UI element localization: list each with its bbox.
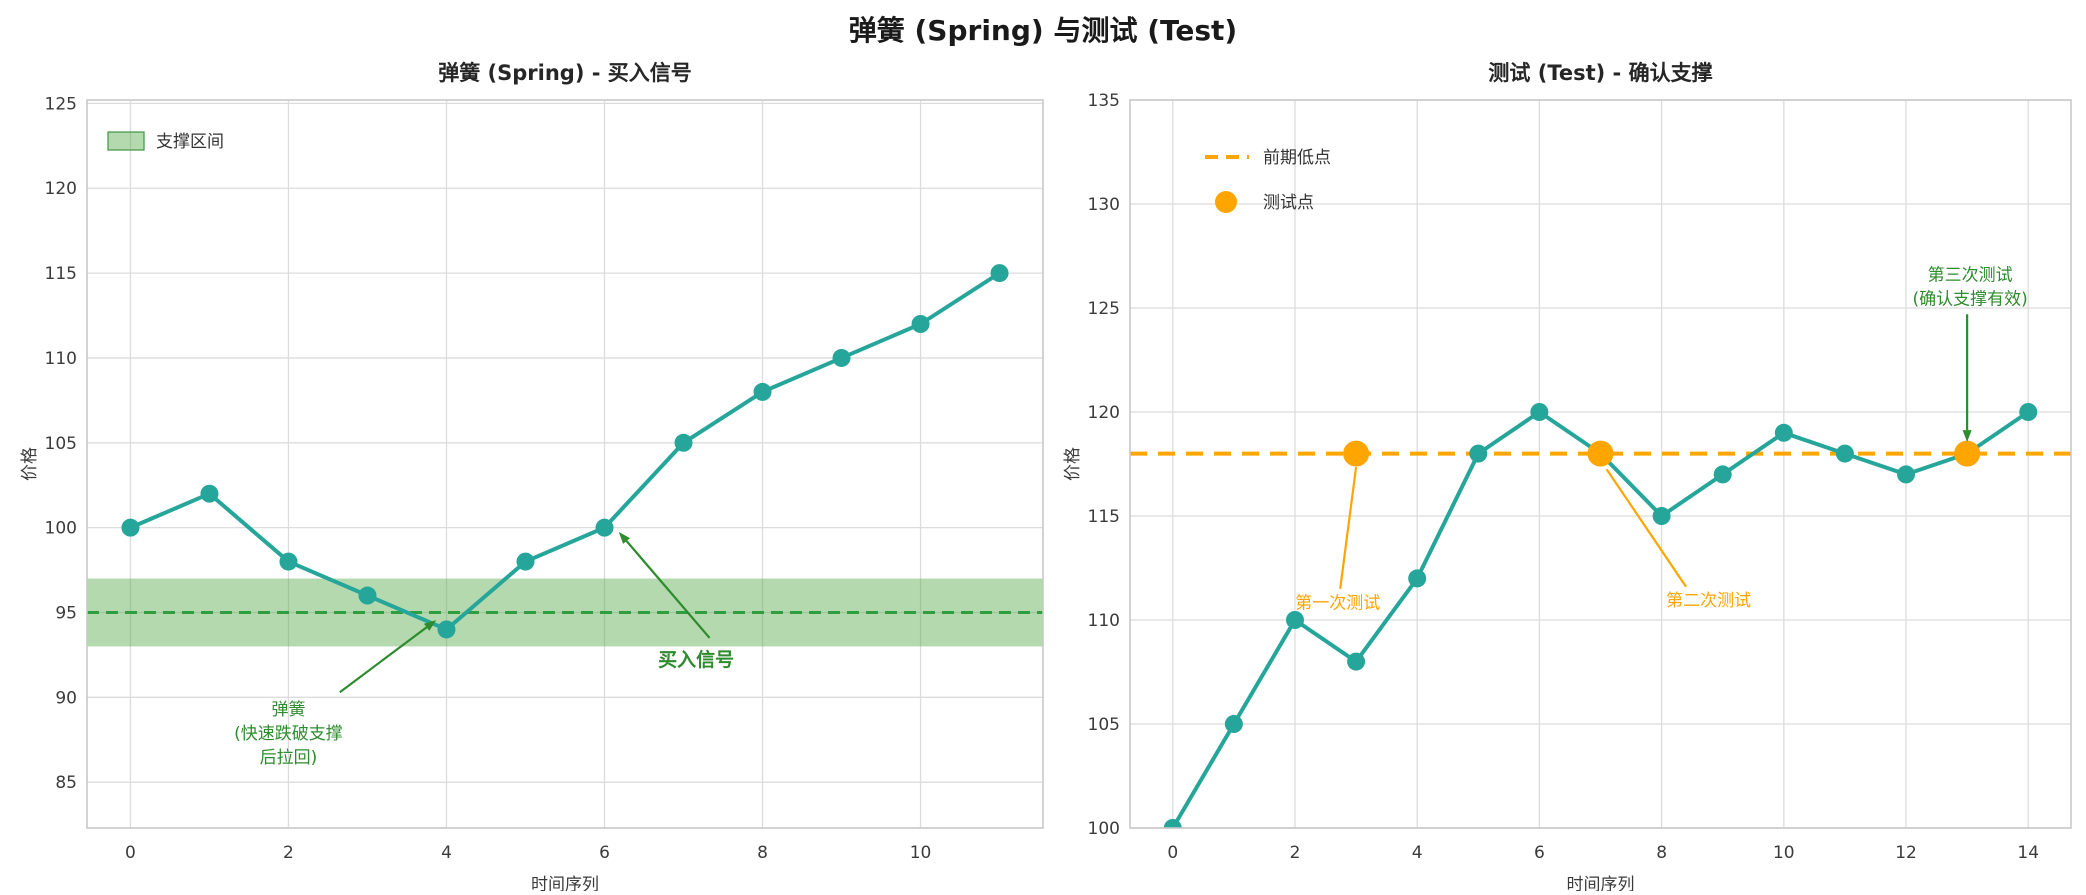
plot-frame bbox=[1129, 99, 2072, 829]
y-axis-tick-label: 115 bbox=[45, 264, 77, 284]
data-point-marker bbox=[279, 552, 298, 571]
data-point-marker bbox=[990, 264, 1009, 283]
chart-test-confirm-support: 0 2 4 6 8 10 12 14 100 105 110 115 120 125 130 135 时间序列 价… bbox=[1063, 61, 2072, 895]
annotation-arrow-line bbox=[625, 540, 711, 639]
annotation-text: 第一次测试 bbox=[1295, 593, 1380, 613]
test-point-marker bbox=[1343, 440, 1370, 467]
chart-title: 测试 (Test) - 确认支撑 bbox=[1488, 61, 1712, 85]
figure-title: 弹簧 (Spring) 与测试 (Test) bbox=[849, 14, 1237, 47]
data-point-marker bbox=[516, 552, 535, 571]
data-point-marker bbox=[674, 433, 693, 452]
x-axis-tick-label: 0 bbox=[125, 843, 136, 863]
annotation-arrowhead bbox=[618, 531, 630, 544]
y-axis-tick-label: 90 bbox=[55, 688, 77, 708]
data-point-marker bbox=[832, 348, 851, 367]
y-axis-tick-label: 115 bbox=[1088, 507, 1120, 527]
x-axis-tick-label: 2 bbox=[283, 843, 294, 863]
y-axis-label: 价格 bbox=[1063, 447, 1083, 481]
y-axis-tick-label: 100 bbox=[1088, 819, 1120, 839]
y-axis-tick-label: 135 bbox=[1088, 91, 1120, 111]
annotation-text: 第三次测试 bbox=[1928, 266, 2013, 286]
y-axis-tick-label: 95 bbox=[55, 603, 77, 623]
annotation-text: 弹簧 bbox=[271, 700, 305, 720]
data-point-marker bbox=[753, 382, 772, 401]
data-point-marker bbox=[1469, 444, 1488, 463]
x-axis-label: 时间序列 bbox=[531, 875, 599, 891]
x-axis-tick-label: 10 bbox=[1773, 843, 1795, 863]
data-point-marker bbox=[1347, 652, 1366, 671]
x-axis-tick-label: 12 bbox=[1895, 843, 1917, 863]
test-point-marker bbox=[1587, 440, 1614, 467]
price-line bbox=[128, 271, 1002, 632]
data-point-marker bbox=[595, 518, 614, 537]
data-point-marker bbox=[1897, 465, 1916, 484]
annotation-text: 买入信号 bbox=[658, 648, 734, 671]
test-point-marker bbox=[1954, 440, 1981, 467]
legend-swatch-dot bbox=[1215, 191, 1237, 213]
data-point-marker bbox=[1713, 465, 1732, 484]
y-axis-tick-label: 100 bbox=[45, 519, 77, 539]
data-point-marker bbox=[121, 518, 140, 537]
plot-frame bbox=[86, 99, 1044, 829]
x-axis-tick-label: 4 bbox=[441, 843, 452, 863]
x-axis-tick-label: 2 bbox=[1290, 843, 1301, 863]
y-axis-tick-label: 110 bbox=[45, 349, 77, 369]
annotation-text: (快速跌破支撑 bbox=[234, 724, 343, 744]
y-axis-tick-label: 120 bbox=[45, 179, 77, 199]
legend-swatch-support-band bbox=[107, 131, 145, 151]
data-point-marker bbox=[200, 484, 219, 503]
x-axis-tick-label: 0 bbox=[1167, 843, 1178, 863]
y-axis-tick-label: 125 bbox=[1088, 299, 1120, 319]
x-axis-tick-label: 10 bbox=[910, 843, 932, 863]
x-axis-tick-label: 6 bbox=[1534, 843, 1545, 863]
data-point-marker bbox=[437, 620, 456, 639]
data-point-marker bbox=[911, 315, 930, 333]
price-series bbox=[121, 264, 1009, 639]
annotation-text: 后拉回) bbox=[260, 748, 318, 768]
legend-label: 支撑区间 bbox=[156, 132, 224, 152]
y-axis-tick-label: 125 bbox=[45, 94, 77, 114]
plot-background bbox=[87, 100, 1043, 828]
y-axis-tick-label: 120 bbox=[1088, 403, 1120, 423]
data-point-marker bbox=[1530, 403, 1549, 421]
data-point-marker bbox=[358, 586, 377, 605]
x-axis-tick-label: 8 bbox=[757, 843, 768, 863]
chart-title: 弹簧 (Spring) - 买入信号 bbox=[438, 61, 692, 85]
data-point-marker bbox=[1408, 569, 1427, 588]
data-point-marker bbox=[1835, 444, 1854, 463]
annotation-text: 第二次测试 bbox=[1666, 591, 1751, 611]
y-axis-tick-label: 85 bbox=[55, 773, 77, 793]
x-axis-tick-label: 6 bbox=[599, 843, 610, 863]
annotation-arrowhead bbox=[423, 620, 437, 631]
x-axis-tick-label: 14 bbox=[2017, 843, 2039, 863]
x-axis-tick-label: 8 bbox=[1656, 843, 1667, 863]
data-point-marker bbox=[1163, 819, 1182, 828]
y-axis-tick-label: 130 bbox=[1088, 195, 1120, 215]
annotation-arrow-line bbox=[1339, 466, 1358, 589]
annotation-arrow-line bbox=[339, 626, 428, 694]
chart-spring-buy-signal: 0 2 4 6 8 10 85 90 95 100 105 110 115 120 125 时间序列 价格 弹簧 … bbox=[20, 61, 1044, 895]
legend-label: 测试点 bbox=[1263, 193, 1314, 213]
y-axis-tick-label: 105 bbox=[1088, 715, 1120, 735]
y-axis-tick-label: 105 bbox=[45, 434, 77, 454]
data-point-marker bbox=[1285, 611, 1304, 629]
y-axis-label: 价格 bbox=[20, 447, 40, 481]
x-axis-label: 时间序列 bbox=[1567, 875, 1635, 891]
data-point-marker bbox=[2019, 403, 2038, 421]
data-point-marker bbox=[1224, 715, 1243, 733]
annotation-arrow-line bbox=[1605, 468, 1687, 588]
annotation-arrowhead bbox=[1962, 430, 1972, 443]
data-point-marker bbox=[1774, 423, 1793, 442]
annotation-text: (确认支撑有效) bbox=[1913, 290, 2028, 310]
y-axis-tick-label: 110 bbox=[1088, 611, 1120, 631]
x-axis-tick-label: 4 bbox=[1412, 843, 1423, 863]
data-point-marker bbox=[1652, 507, 1671, 525]
legend-label: 前期低点 bbox=[1263, 148, 1331, 168]
